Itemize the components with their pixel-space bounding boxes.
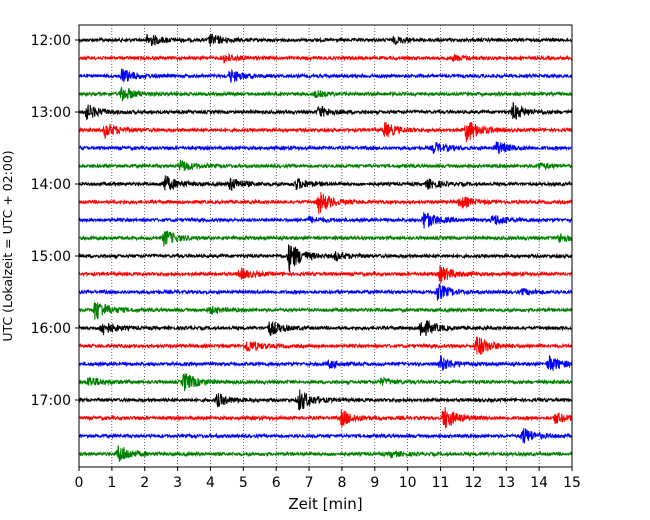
trace-12:15 (78, 52, 573, 64)
plot-frame (78, 24, 573, 468)
trace-16:30 (78, 354, 573, 371)
x-tick-label-1: 1 (107, 475, 116, 491)
x-tick-label-0: 0 (75, 475, 84, 491)
trace-12:30 (78, 68, 573, 83)
trace-15:45 (78, 302, 573, 320)
x-tick-label-15: 15 (563, 475, 581, 491)
trace-16:00 (78, 319, 573, 337)
trace-12:45 (78, 86, 573, 102)
y-tick-label-3: 15:00 (31, 249, 71, 265)
x-tick-label-11: 11 (432, 475, 450, 491)
x-tick-label-12: 12 (464, 475, 482, 491)
x-tick-label-6: 6 (272, 475, 281, 491)
trace-17:00 (78, 389, 573, 411)
trace-13:30 (78, 141, 573, 155)
y-axis-ticks: 12:00 13:00 14:00 15:00 16:00 17:00 (31, 33, 79, 409)
trace-17:45 (78, 445, 573, 462)
trace-12:00 (78, 33, 573, 47)
y-axis-label: UTC (Lokalzeit = UTC + 02:00) (0, 150, 15, 341)
trace-13:15 (78, 121, 573, 143)
x-tick-label-8: 8 (337, 475, 346, 491)
x-tick-label-14: 14 (530, 475, 548, 491)
y-tick-label-5: 17:00 (31, 393, 71, 409)
x-tick-label-3: 3 (173, 475, 182, 491)
trace-13:00 (78, 101, 573, 121)
x-axis-label: Zeit [min] (288, 495, 362, 513)
x-tick-label-7: 7 (305, 475, 314, 491)
trace-14:15 (78, 192, 573, 215)
trace-15:30 (78, 283, 573, 301)
seismic-traces (78, 33, 573, 462)
trace-14:30 (78, 212, 573, 229)
trace-17:30 (78, 428, 573, 444)
x-tick-label-13: 13 (497, 475, 515, 491)
y-tick-label-1: 13:00 (31, 105, 71, 121)
trace-16:15 (78, 336, 573, 356)
x-tick-label-2: 2 (140, 475, 149, 491)
trace-17:15 (78, 407, 573, 429)
y-tick-label-4: 16:00 (31, 321, 71, 337)
x-tick-label-10: 10 (399, 475, 417, 491)
x-tick-label-5: 5 (239, 475, 248, 491)
trace-14:45 (78, 230, 573, 247)
trace-13:45 (78, 159, 573, 172)
x-tick-label-9: 9 (370, 475, 379, 491)
trace-15:15 (78, 265, 573, 284)
x-tick-label-4: 4 (206, 475, 215, 491)
y-tick-label-2: 14:00 (31, 177, 71, 193)
trace-14:00 (78, 175, 573, 191)
y-tick-label-0: 12:00 (31, 33, 71, 49)
trace-15:00 (78, 244, 573, 273)
trace-16:45 (78, 373, 573, 392)
x-axis-ticks: 0 1 2 3 4 5 6 7 8 9 10 11 12 13 14 15 (75, 467, 581, 491)
